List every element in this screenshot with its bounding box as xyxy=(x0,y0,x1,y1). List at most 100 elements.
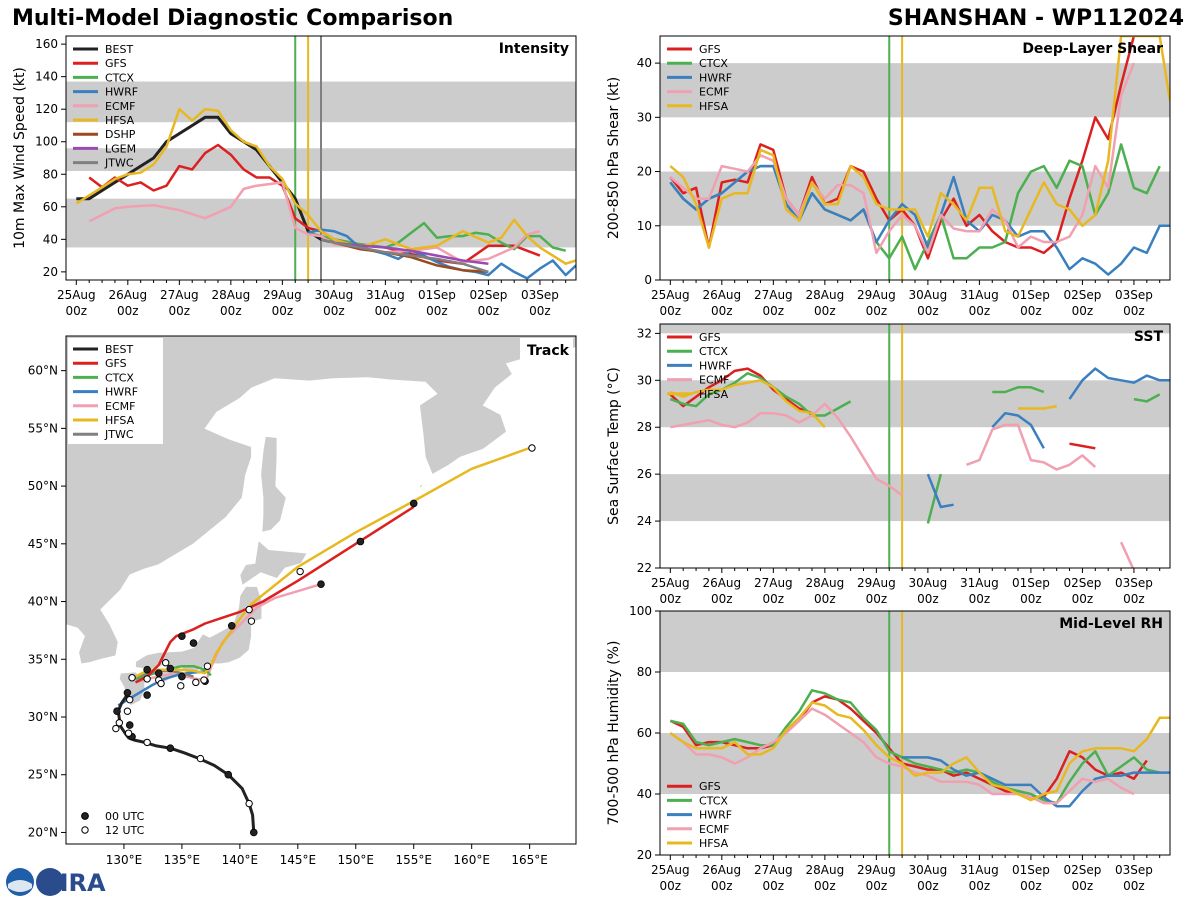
intensity-legend-label-dshp: DSHP xyxy=(105,128,136,141)
sst-xtick-label-hour: 00z xyxy=(1123,592,1145,606)
intensity-ytick-label: 120 xyxy=(35,102,58,116)
track-point-12utc xyxy=(528,444,536,452)
sst-legend-label-ctcx: CTCX xyxy=(699,345,728,358)
sst-xtick-label-hour: 00z xyxy=(969,592,991,606)
rh-xtick-label-hour: 00z xyxy=(660,879,682,893)
sst-xtick-label-hour: 00z xyxy=(917,592,939,606)
shear-xtick-label: 01Sep xyxy=(1012,288,1050,302)
track-point-12utc xyxy=(112,724,120,733)
sst-series-hfsa xyxy=(669,379,826,429)
intensity-series-lgem xyxy=(333,241,489,265)
track-point-00utc xyxy=(227,621,236,630)
intensity-xtick-label: 03Sep xyxy=(521,288,559,302)
shear-legend-label-gfs: GFS xyxy=(699,43,721,56)
shear-ytick-label: 30 xyxy=(637,110,652,124)
track-ytick-label: 45°N xyxy=(28,537,58,551)
intensity-xtick-label-hour: 00z xyxy=(272,304,294,318)
track-legend-label-gfs: GFS xyxy=(105,357,127,370)
sst-xtick-label-hour: 00z xyxy=(1072,592,1094,606)
rh-legend-label-gfs: GFS xyxy=(699,780,721,793)
rh-legend-label-hwrf: HWRF xyxy=(699,809,732,822)
shear-ytick-label: 0 xyxy=(644,273,652,287)
intensity-series-dshp xyxy=(333,241,489,274)
shear-xtick-label: 31Aug xyxy=(960,288,999,302)
track-point-00utc xyxy=(123,688,132,697)
rh-xtick-label: 28Aug xyxy=(805,863,844,877)
rh-shade-band xyxy=(660,611,1170,672)
track-ytick-label: 35°N xyxy=(28,652,58,666)
logo-text: CIRA xyxy=(42,869,106,897)
sst-xtick-label: 27Aug xyxy=(754,576,793,590)
sst-xtick-label: 31Aug xyxy=(960,576,999,590)
intensity-legend-label-lgem: LGEM xyxy=(105,142,136,155)
sst-series-ctcx xyxy=(669,372,852,417)
sst-shade-band xyxy=(660,324,1170,334)
track-series-gfs xyxy=(134,505,415,684)
chart-shear: 25Aug 00z 26Aug 00z 27Aug 00z 28Aug 00z 29Aug 00z… xyxy=(606,35,1171,318)
sst-legend-label-hwrf: HWRF xyxy=(699,359,732,372)
rh-series-group xyxy=(669,689,1170,808)
track-xtick-label: 155°E xyxy=(395,853,432,867)
track-point-00utc xyxy=(143,665,151,674)
intensity-xtick-label: 01Sep xyxy=(418,288,456,302)
sst-series-hwrf xyxy=(926,473,954,509)
track-point-12utc xyxy=(126,695,134,704)
rh-ytick-label: 40 xyxy=(637,787,652,801)
track-ytick-label: 50°N xyxy=(28,479,58,493)
track-point-12utc xyxy=(123,707,132,715)
sst-series-hwrf xyxy=(1068,367,1170,400)
rh-ytick-label: 60 xyxy=(637,726,652,740)
sst-series-gfs xyxy=(669,367,813,415)
intensity-panel-title: Intensity xyxy=(499,41,569,57)
rh-xtick-label: 03Sep xyxy=(1115,863,1153,877)
shear-series-group xyxy=(669,36,1170,276)
sst-legend-label-hfsa: HFSA xyxy=(699,388,729,401)
shear-ytick-label: 40 xyxy=(637,56,652,70)
intensity-ytick-label: 80 xyxy=(43,167,58,181)
track-point-00utc xyxy=(143,691,151,699)
rh-legend-label-ctcx: CTCX xyxy=(699,794,728,807)
shear-xtick-label-hour: 00z xyxy=(917,304,939,318)
intensity-xtick-label-hour: 00z xyxy=(529,304,551,318)
track-ytick-label: 30°N xyxy=(28,710,58,724)
rh-series-ecmf xyxy=(669,707,1135,805)
track-xtick-label: 160°E xyxy=(453,853,490,867)
track-point-12utc xyxy=(245,605,253,614)
rh-xtick-label-hour: 00z xyxy=(1072,879,1094,893)
shear-xtick-label: 30Aug xyxy=(909,288,948,302)
intensity-xtick-label-hour: 00z xyxy=(426,304,448,318)
track-legend-label-jtwc: JTWC xyxy=(104,428,134,441)
intensity-xtick-label-hour: 00z xyxy=(117,304,139,318)
track-ytick-label: 25°N xyxy=(28,768,58,782)
shear-shade-band xyxy=(660,63,1170,118)
intensity-xtick-label-hour: 00z xyxy=(220,304,242,318)
track-legend-label-ecmf: ECMF xyxy=(105,400,135,413)
rh-series-ctcx xyxy=(670,689,1160,805)
track-point-12utc xyxy=(245,799,253,808)
shear-xtick-label: 27Aug xyxy=(754,288,793,302)
sst-xtick-label: 02Sep xyxy=(1063,576,1101,590)
rh-xtick-label: 25Aug xyxy=(651,863,690,877)
shear-series-hfsa xyxy=(669,36,1170,249)
intensity-xtick-label: 25Aug xyxy=(57,288,96,302)
intensity-xtick-label: 30Aug xyxy=(315,288,354,302)
sst-legend-label-gfs: GFS xyxy=(699,331,721,344)
sst-xtick-label: 25Aug xyxy=(651,576,690,590)
legend-label-00utc: 00 UTC xyxy=(105,810,145,823)
sst-series-ctcx xyxy=(992,386,1045,394)
chart-sst: 25Aug 00z 26Aug 00z 27Aug 00z 28Aug 00z 29Aug 00z… xyxy=(606,323,1171,606)
rh-xtick-label-hour: 00z xyxy=(969,879,991,893)
intensity-ytick-label: 140 xyxy=(35,70,58,84)
track-point-12utc xyxy=(157,679,165,688)
rh-panel-title: Mid-Level RH xyxy=(1059,616,1163,632)
intensity-xtick-label: 29Aug xyxy=(263,288,302,302)
intensity-legend-label-jtwc: JTWC xyxy=(104,157,134,170)
rh-series-hfsa xyxy=(669,701,1170,802)
shear-series-ecmf xyxy=(669,62,1136,255)
track-xtick-label: 130°E xyxy=(106,853,143,867)
track-point-12utc xyxy=(143,738,151,747)
track-point-12utc xyxy=(247,617,256,625)
sst-xtick-label: 26Aug xyxy=(702,576,741,590)
rh-xtick-label-hour: 00z xyxy=(866,879,888,893)
